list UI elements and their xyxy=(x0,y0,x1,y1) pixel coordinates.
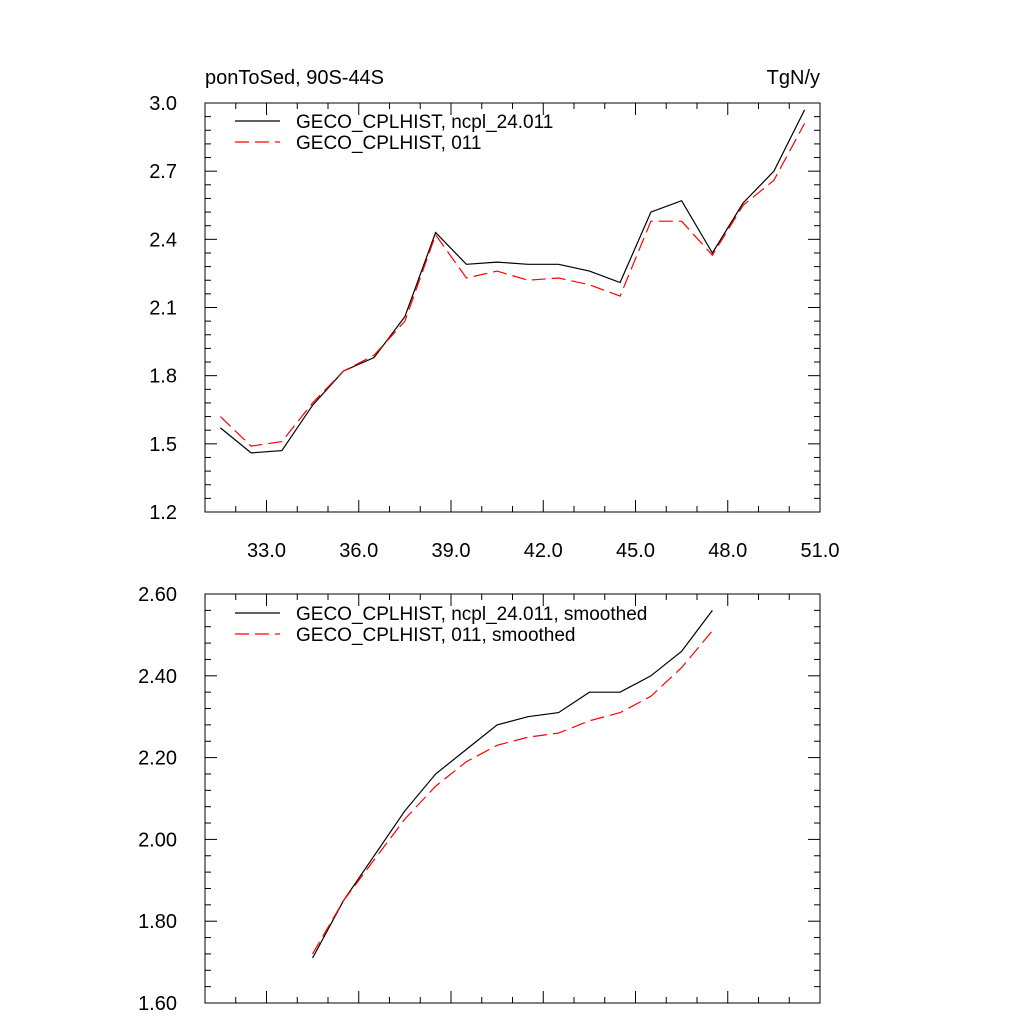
y-tick-label: 2.1 xyxy=(149,298,177,320)
y-tick-label: 2.7 xyxy=(149,161,177,183)
legend-label-1: GECO_CPLHIST, ncpl_24.011 xyxy=(296,112,553,133)
x-tick-label: 51.0 xyxy=(801,540,840,562)
bottom-panel: 1.60 1.80 2.00 2.20 2.40 2.60 GECO_CPLHIST, nc… xyxy=(138,584,821,1015)
y-tick-label: 1.5 xyxy=(149,434,177,456)
series-line-1 xyxy=(220,109,806,454)
x-tick-label: 39.0 xyxy=(432,540,471,562)
legend-label-2: GECO_CPLHIST, 011 xyxy=(296,133,482,154)
x-tick-label: 33.0 xyxy=(247,540,286,562)
legend-label-2: GECO_CPLHIST, 011, smoothed xyxy=(296,625,576,646)
x-tick-label: 45.0 xyxy=(616,540,655,562)
y-tick-label: 2.20 xyxy=(138,748,177,770)
y-tick-label: 1.60 xyxy=(138,993,177,1015)
top-panel-title: ponToSed, 90S-44S xyxy=(205,67,384,89)
top-panel: ponToSed, 90S-44S TgN/y 33.0 36.0 39.0 42.0… xyxy=(149,67,839,562)
y-tick-label: 1.2 xyxy=(149,502,177,524)
legend-label-1: GECO_CPLHIST, ncpl_24.011, smoothed xyxy=(296,604,647,625)
y-tick-label: 2.4 xyxy=(149,229,177,251)
y-tick-label: 2.40 xyxy=(138,666,177,688)
x-tick-label: 48.0 xyxy=(708,540,747,562)
plot-frame xyxy=(204,102,821,513)
plot-frame xyxy=(204,593,821,1004)
series-line-2 xyxy=(219,123,806,447)
x-tick-label: 36.0 xyxy=(339,540,378,562)
series-line-2 xyxy=(312,630,713,955)
top-panel-units: TgN/y xyxy=(767,67,820,89)
y-tick-label: 2.60 xyxy=(138,584,177,606)
y-tick-label: 1.80 xyxy=(138,911,177,933)
series-line-1 xyxy=(312,610,713,959)
y-tick-label: 3.0 xyxy=(149,93,177,115)
y-tick-label: 1.8 xyxy=(149,366,177,388)
y-tick-label: 2.00 xyxy=(138,829,177,851)
x-tick-label: 42.0 xyxy=(524,540,563,562)
